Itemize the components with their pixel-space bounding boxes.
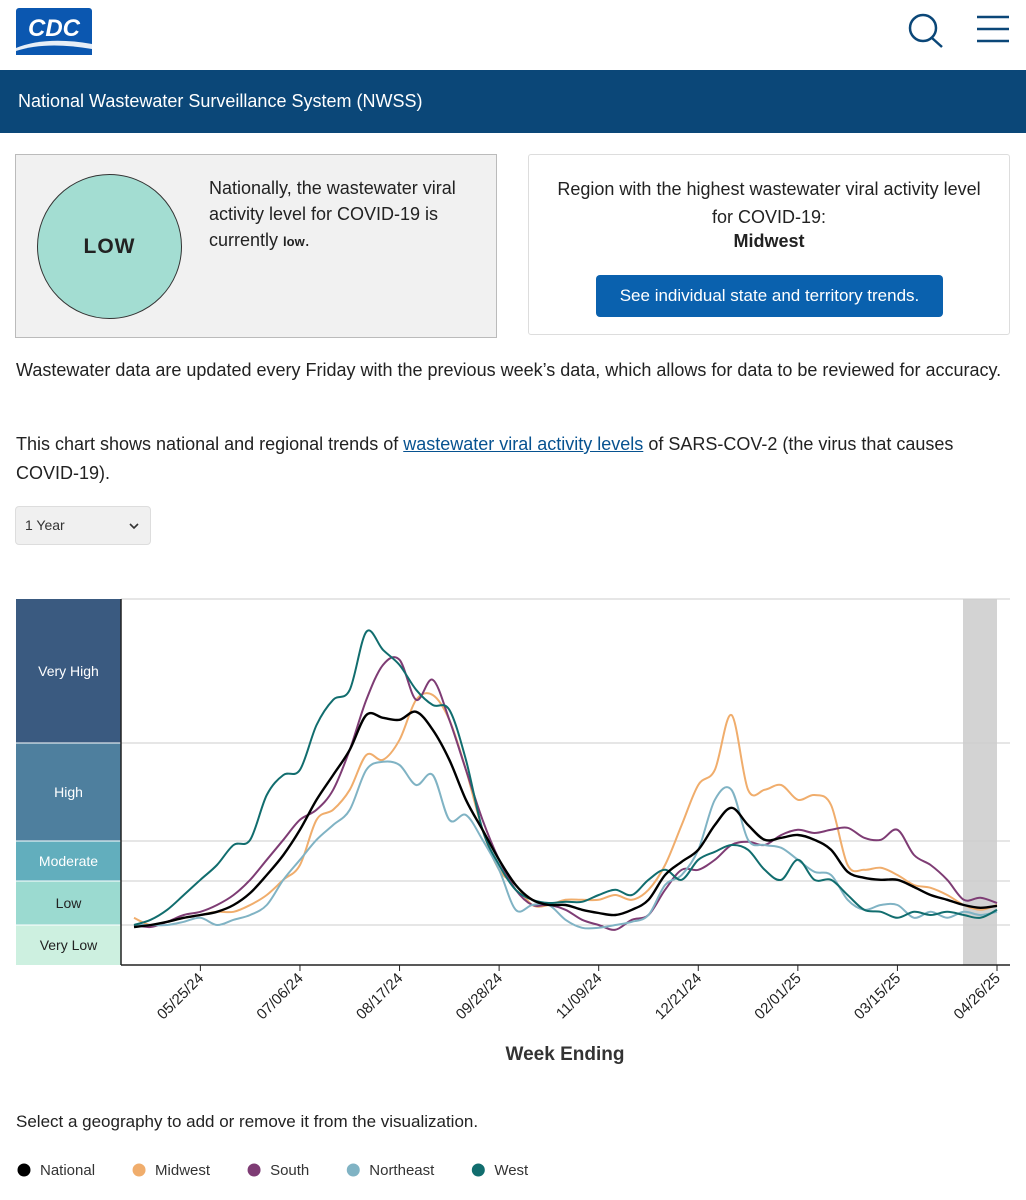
logo-text: CDC	[28, 15, 81, 42]
cdc-logo[interactable]: CDC	[16, 8, 92, 55]
x-tick-label: 12/21/24	[652, 970, 705, 1023]
legend-swatch	[345, 1162, 361, 1178]
legend-item[interactable]: Northeast	[345, 1162, 435, 1179]
legend-swatch	[131, 1162, 147, 1178]
levels-link[interactable]: wastewater viral activity levels	[403, 434, 644, 454]
level-band	[16, 925, 121, 965]
legend: National Midwest South Northeast West	[16, 1162, 529, 1179]
search-handle	[931, 37, 943, 48]
legend-label: West	[494, 1162, 529, 1179]
select-chevron	[129, 523, 139, 530]
x-tick-label: 03/15/25	[851, 970, 904, 1023]
level-band	[16, 599, 121, 743]
level-label: Moderate	[39, 853, 98, 869]
level-band	[16, 743, 121, 841]
update-note: Wastewater data are updated every Friday…	[16, 360, 1002, 380]
x-tick-label: 09/28/24	[453, 970, 506, 1023]
series-line	[134, 760, 998, 930]
chart: Week Ending Very Low Low Moderate High Very …	[16, 598, 1010, 1065]
chart-intro: This chart shows national and regional t…	[16, 430, 1006, 488]
incomplete-data-shade	[963, 599, 997, 965]
range-select[interactable]: 1 Year	[15, 506, 151, 545]
x-tick-label: 04/26/25	[951, 970, 1004, 1023]
level-badge: LOW	[37, 174, 182, 319]
top-nav: CDC	[0, 0, 1026, 70]
x-tick-label: 05/25/24	[154, 970, 207, 1023]
series-line	[133, 656, 998, 931]
site-banner: National Wastewater Surveillance System …	[0, 70, 1026, 133]
national-summary: LOW Nationally, the wastewater viral act…	[15, 154, 497, 338]
menu-icon[interactable]	[976, 14, 1010, 46]
intro-before: This chart shows national and regional t…	[16, 434, 404, 454]
x-tick-label: 02/01/25	[751, 970, 804, 1023]
level-band	[16, 881, 121, 925]
level-label: Low	[56, 895, 83, 911]
legend-item[interactable]: West	[470, 1162, 529, 1179]
search-lens	[908, 13, 938, 43]
level-band	[16, 841, 121, 881]
series-line	[133, 710, 998, 929]
region-name: Midwest	[733, 231, 805, 251]
legend-label: Midwest	[155, 1162, 211, 1179]
legend-swatch	[246, 1162, 262, 1178]
intro-after: of SARS-COV-2 (the virus that causes COV…	[16, 434, 954, 483]
x-axis-title: Week Ending	[506, 1044, 625, 1065]
level-label: High	[54, 784, 83, 800]
legend-swatch	[470, 1162, 486, 1178]
level-label: Very Low	[40, 937, 98, 953]
legend-item[interactable]: National	[16, 1162, 95, 1179]
legend-prompt: Select a geography to add or remove it f…	[16, 1112, 479, 1131]
series-line	[133, 629, 998, 926]
level-label: Very High	[38, 663, 99, 679]
x-tick-label: 08/17/24	[353, 970, 406, 1023]
legend-label: National	[40, 1162, 95, 1179]
trends-button[interactable]: See individual state and territory trend…	[596, 275, 943, 317]
search-icon[interactable]	[906, 12, 946, 52]
summary-text: Nationally, the wastewater viral activit…	[209, 175, 474, 255]
summary-sentence: Nationally, the wastewater viral activit…	[209, 178, 456, 250]
legend-swatch	[16, 1162, 32, 1178]
summary-end: .	[304, 230, 310, 250]
summary-level: low	[283, 234, 305, 249]
legend-item[interactable]: Midwest	[131, 1162, 211, 1179]
legend-label: Northeast	[369, 1162, 435, 1179]
chevron	[129, 523, 139, 530]
x-tick-label: 11/09/24	[553, 970, 606, 1023]
legend-label: South	[270, 1162, 309, 1179]
legend-item[interactable]: South	[246, 1162, 309, 1179]
region-text: Region with the highest wastewater viral…	[557, 179, 981, 227]
region-summary: Region with the highest wastewater viral…	[528, 154, 1010, 335]
series-line	[133, 692, 998, 927]
x-tick-label: 07/06/24	[253, 970, 306, 1023]
logo-wave2	[16, 45, 92, 55]
select-value: 1 Year	[25, 517, 65, 533]
